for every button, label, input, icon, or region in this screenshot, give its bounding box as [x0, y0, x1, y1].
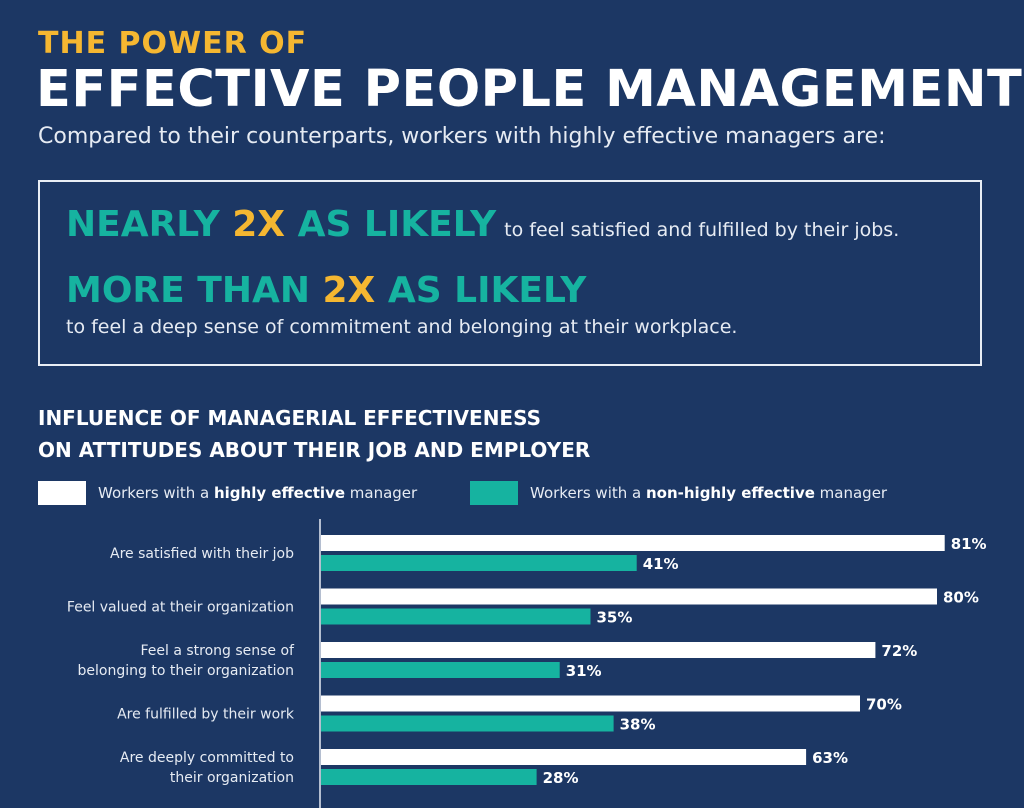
kicker-title: THE POWER OF	[38, 26, 308, 61]
data-label: 28%	[543, 769, 579, 787]
stat-nearly-2x: NEARLY 2X AS LIKELY to feel satisfied and…	[66, 204, 899, 245]
data-label: 31%	[566, 662, 602, 680]
stat-highlight: 2X	[232, 204, 286, 245]
data-label: 35%	[597, 609, 633, 627]
category-label: their organization	[170, 770, 294, 786]
data-label: 63%	[812, 749, 848, 767]
legend-swatch-white	[38, 481, 86, 505]
category-label: Are fulfilled by their work	[117, 707, 295, 723]
legend-swatch-teal	[470, 481, 518, 505]
legend-label: Workers with a non-highly effective mana…	[530, 484, 888, 502]
chart-title: INFLUENCE OF MANAGERIAL EFFECTIVENESS ON …	[38, 402, 590, 466]
category-label: Are deeply committed to	[120, 750, 294, 766]
chart-title-line: ON ATTITUDES ABOUT THEIR JOB AND EMPLOYE…	[38, 438, 591, 462]
chart-legend: Workers with a highly effective manager …	[38, 481, 998, 505]
page-title: EFFECTIVE PEOPLE MANAGEMENT	[36, 60, 1023, 119]
page-subtitle: Compared to their counterparts, workers …	[38, 124, 886, 149]
stats-callout-box: NEARLY 2X AS LIKELY to feel satisfied and…	[38, 180, 982, 366]
data-label: 38%	[620, 716, 656, 734]
data-label: 70%	[866, 696, 902, 714]
bar-non-highly-effective	[321, 715, 614, 732]
category-label: Feel a strong sense of	[140, 643, 295, 659]
stat-detail: to feel satisfied and fulfilled by their…	[504, 219, 900, 241]
bar-highly-effective	[321, 535, 945, 551]
bar-highly-effective	[321, 749, 807, 765]
bar-non-highly-effective	[321, 608, 591, 625]
stat-more-than-2x: MORE THAN 2X AS LIKELY	[66, 270, 586, 311]
data-label: 80%	[943, 589, 979, 607]
data-label: 72%	[881, 642, 917, 660]
bar-non-highly-effective	[321, 769, 537, 785]
stat-detail: to feel a deep sense of commitment and b…	[66, 316, 738, 338]
bar-non-highly-effective	[321, 555, 637, 571]
data-label: 81%	[951, 535, 987, 553]
data-label: 41%	[643, 555, 679, 573]
legend-item-highly-effective: Workers with a highly effective manager	[38, 481, 417, 505]
bar-highly-effective	[321, 642, 876, 658]
category-label: Are satisfied with their job	[110, 546, 294, 562]
legend-item-non-highly-effective: Workers with a non-highly effective mana…	[470, 481, 887, 505]
bar-chart: Are satisfied with their job 81% 41% Feel v…	[67, 519, 987, 808]
stat-headline: MORE THAN 2X AS LIKELY	[66, 270, 587, 311]
chart-title-line: INFLUENCE OF MANAGERIAL EFFECTIVENESS	[38, 406, 542, 430]
legend-label: Workers with a highly effective manager	[98, 484, 418, 502]
category-label: Feel valued at their organization	[67, 600, 294, 616]
bar-highly-effective	[321, 695, 860, 712]
bar-non-highly-effective	[321, 662, 560, 678]
stat-headline: NEARLY 2X AS LIKELY	[66, 204, 497, 245]
stat-highlight: 2X	[322, 270, 376, 311]
bar-highly-effective	[321, 588, 937, 605]
category-label: belonging to their organization	[78, 663, 294, 679]
